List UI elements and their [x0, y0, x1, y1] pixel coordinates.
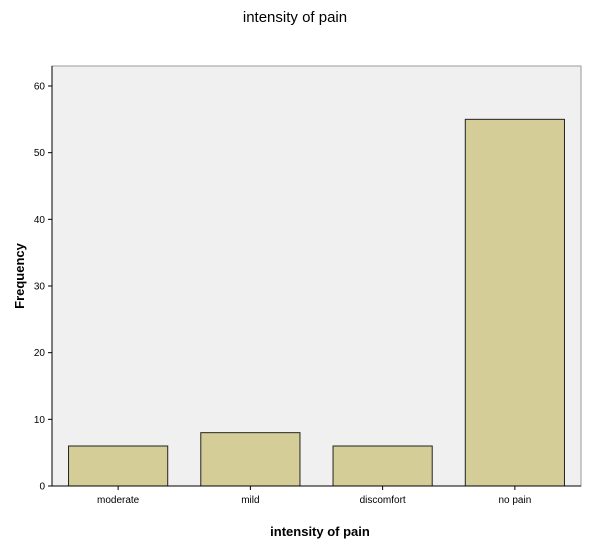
- x-tick-label: mild: [241, 495, 259, 506]
- y-tick-label: 40: [34, 215, 46, 226]
- chart-title: intensity of pain: [243, 9, 347, 26]
- bar-no-pain: [464, 118, 565, 487]
- bar-moderate: [68, 445, 169, 487]
- y-tick-label: 30: [34, 282, 46, 293]
- x-tick-label: no pain: [498, 495, 531, 506]
- y-axis-title: Frequency: [12, 242, 27, 309]
- y-tick-label: 0: [39, 482, 45, 493]
- y-tick-label: 50: [34, 148, 46, 159]
- y-tick-label: 20: [34, 348, 46, 359]
- bars-layer: [68, 118, 565, 487]
- y-tick-label: 10: [34, 415, 46, 426]
- bar-discomfort: [332, 445, 433, 487]
- axes-layer: 0 10 20 30 40 50 60 moderate mild discomfort no pa…: [34, 66, 581, 506]
- x-axis-title: intensity of pain: [270, 524, 370, 539]
- x-tick-label: discomfort: [360, 495, 406, 506]
- y-tick-label: 60: [34, 82, 46, 93]
- bar-mild: [200, 432, 301, 487]
- x-tick-label: moderate: [97, 495, 140, 506]
